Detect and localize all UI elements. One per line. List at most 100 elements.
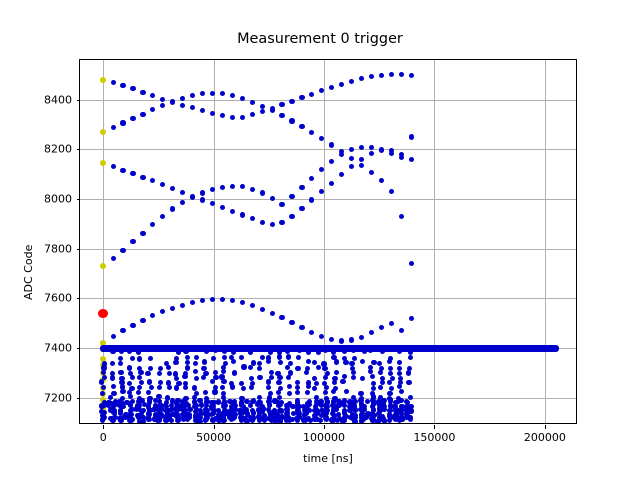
- data-point-blue: [269, 418, 275, 423]
- data-point-blue: [193, 414, 199, 420]
- data-point-blue: [139, 379, 145, 386]
- data-point-blue: [294, 379, 300, 385]
- data-point-blue: [160, 213, 166, 220]
- data-point-blue: [324, 403, 330, 410]
- data-point-blue: [180, 189, 186, 196]
- data-point-blue: [361, 407, 368, 413]
- data-point-blue: [118, 411, 124, 417]
- data-point-blue: [339, 148, 345, 154]
- data-point-blue: [151, 416, 158, 423]
- data-point-blue: [342, 410, 348, 416]
- data-point-blue: [276, 349, 282, 356]
- data-point-blue: [388, 320, 394, 326]
- data-point-blue: [399, 389, 405, 395]
- data-point-blue: [321, 381, 327, 387]
- data-point-blue: [244, 411, 251, 417]
- data-point-blue: [330, 407, 336, 413]
- data-point-blue: [162, 414, 169, 420]
- data-point-blue: [315, 364, 321, 370]
- data-point-blue: [120, 328, 126, 334]
- data-point-blue: [209, 110, 216, 116]
- data-point-blue: [135, 414, 141, 420]
- data-point-blue: [117, 416, 123, 422]
- data-point-blue: [289, 213, 295, 220]
- data-point-blue: [315, 350, 321, 356]
- data-point-blue: [396, 348, 402, 354]
- data-point-blue: [358, 334, 365, 340]
- data-point-blue: [227, 398, 233, 405]
- data-point-blue: [229, 183, 235, 189]
- data-point-blue: [299, 205, 305, 212]
- data-point-blue: [349, 164, 355, 170]
- data-point-blue: [275, 370, 281, 376]
- data-point-blue: [379, 348, 386, 354]
- data-point-blue: [331, 354, 337, 360]
- y-tick-label: 8400: [44, 93, 72, 107]
- data-point-blue: [120, 247, 126, 253]
- data-point-blue: [229, 93, 235, 99]
- data-point-blue: [318, 398, 324, 405]
- data-point-blue: [228, 417, 234, 423]
- data-point-blue: [330, 389, 336, 395]
- data-point-blue: [204, 411, 210, 417]
- data-point-blue: [163, 417, 169, 423]
- data-point-blue: [358, 397, 364, 404]
- data-point-blue: [135, 398, 141, 405]
- data-point-blue: [111, 391, 117, 397]
- data-point-blue: [406, 370, 412, 376]
- data-point-blue: [127, 365, 133, 371]
- data-point-blue: [341, 349, 347, 355]
- data-point-blue: [368, 330, 375, 336]
- data-point-blue: [331, 380, 338, 386]
- data-point-blue: [209, 297, 216, 303]
- data-point-blue: [305, 389, 311, 395]
- data-point-blue: [376, 406, 383, 412]
- data-point-blue: [130, 86, 136, 92]
- data-point-blue: [210, 379, 216, 385]
- data-point-blue: [147, 407, 153, 414]
- data-point-blue: [183, 371, 189, 377]
- data-point-blue: [388, 371, 394, 377]
- data-point-blue: [272, 418, 278, 423]
- data-point-blue: [341, 398, 348, 404]
- data-point-blue: [222, 360, 228, 366]
- data-point-blue: [122, 414, 128, 420]
- data-point-blue: [370, 401, 376, 408]
- data-point-blue: [312, 412, 318, 419]
- data-point-blue: [130, 322, 136, 328]
- data-point-blue: [284, 364, 291, 370]
- data-point-blue: [208, 411, 215, 418]
- data-point-blue: [313, 407, 319, 413]
- data-point-blue: [277, 374, 283, 380]
- data-point-blue: [130, 239, 136, 245]
- data-point-blue: [256, 361, 262, 367]
- data-point-blue: [191, 403, 198, 410]
- data-point-blue: [117, 402, 123, 409]
- data-point-blue: [249, 380, 255, 387]
- data-point-blue: [192, 394, 198, 401]
- y-tick-mark: [76, 199, 80, 201]
- data-point-blue: [277, 359, 283, 366]
- data-point-blue: [387, 379, 393, 386]
- plot-clip-region: [80, 60, 576, 423]
- data-point-blue: [376, 415, 382, 421]
- data-point-blue: [175, 397, 181, 404]
- data-point-blue: [370, 381, 377, 387]
- data-point-blue: [323, 415, 330, 421]
- data-point-blue: [136, 365, 142, 371]
- data-point-blue: [244, 398, 250, 405]
- data-point-blue: [249, 418, 256, 423]
- data-point-blue: [148, 384, 154, 390]
- data-point-blue: [201, 366, 207, 372]
- data-point-blue: [150, 222, 156, 228]
- data-point-blue: [358, 144, 365, 150]
- data-point-blue: [232, 398, 238, 405]
- data-point-blue: [241, 364, 247, 370]
- data-point-blue: [313, 399, 319, 405]
- data-point-blue: [349, 155, 355, 161]
- data-point-blue: [119, 375, 125, 382]
- data-point-blue: [213, 374, 219, 380]
- data-point-blue: [396, 384, 402, 390]
- data-point-blue: [219, 184, 226, 190]
- plot-axes: 0 50000 100000 150000 200000 7200 7400 7600 7800…: [44, 59, 577, 444]
